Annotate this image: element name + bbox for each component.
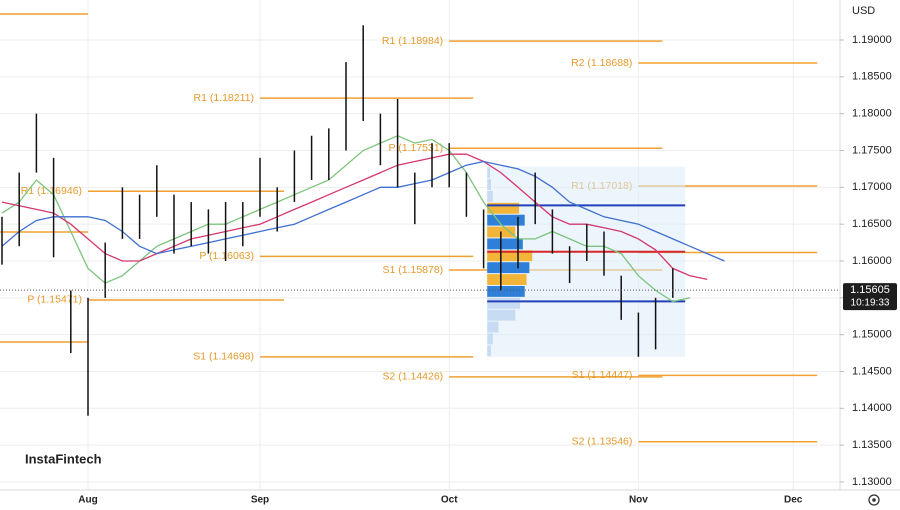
y-tick-label: 1.14500 — [852, 365, 892, 377]
pivot-label: S1 (1.14447) — [572, 369, 633, 381]
volume-bar — [487, 250, 533, 262]
y-tick-label: 1.18500 — [852, 71, 892, 83]
x-tick-label: Dec — [784, 495, 803, 506]
price-box — [843, 283, 897, 311]
volume-bar — [487, 297, 521, 309]
volume-bar — [487, 274, 527, 285]
pivot-label: R1 (1.18984) — [382, 35, 443, 47]
volume-bar — [487, 238, 523, 250]
x-tick-label: Nov — [629, 495, 648, 506]
profile-range — [487, 166, 686, 357]
volume-bar — [487, 262, 530, 274]
pivot-label: S1 (1.14698) — [193, 351, 254, 363]
y-tick-label: 1.17000 — [852, 181, 892, 193]
moving-average — [1, 135, 691, 303]
pivot-label: P (1.17531) — [389, 142, 444, 154]
volume-bar — [487, 333, 493, 345]
volume-bar — [487, 167, 491, 179]
pivot-label: P (1.15471) — [27, 294, 82, 306]
y-tick-label: 1.17500 — [852, 144, 892, 156]
y-tick-label: 1.19000 — [852, 34, 892, 46]
moving-average — [1, 153, 708, 281]
watermark: InstaFintech — [25, 451, 102, 466]
settings-icon[interactable] — [868, 494, 880, 506]
volume-bar — [487, 190, 493, 202]
settings-icon-dot — [872, 498, 876, 502]
y-tick-label: 1.16500 — [852, 218, 892, 230]
y-tick-label: 1.13500 — [852, 439, 892, 451]
y-tick-label: 1.13000 — [852, 476, 892, 488]
pivot-label: R1 (1.16946) — [21, 185, 82, 197]
volume-bar — [487, 202, 520, 214]
x-tick-label: Oct — [441, 495, 458, 506]
pivot-label: S2 (1.14426) — [382, 371, 443, 383]
pivot-label: P (1.16063) — [199, 250, 254, 262]
volume-bar — [487, 214, 525, 226]
y-tick-label: 1.15000 — [852, 329, 892, 341]
volume-bar — [487, 179, 491, 190]
countdown: 10:19:33 — [851, 298, 890, 309]
pivot-label: R1 (1.18211) — [193, 92, 254, 104]
y-tick-label: 1.18000 — [852, 108, 892, 120]
currency[interactable]: USD — [852, 5, 875, 17]
pivot-label: S1 (1.15878) — [382, 264, 443, 276]
volume-bar — [487, 345, 491, 357]
x-tick-label: Sep — [251, 495, 269, 506]
volume-bar — [487, 321, 499, 333]
x-tick-label: Aug — [78, 495, 97, 506]
y-tick-label: 1.14000 — [852, 402, 892, 414]
last-price-label: 1.15605 — [850, 284, 890, 296]
pivot-label: S2 (1.13546) — [572, 436, 633, 448]
y-tick-label: 1.16000 — [852, 255, 892, 267]
volume-bar — [487, 309, 516, 321]
pivot-label: R2 (1.18688) — [571, 57, 632, 69]
volume-bar — [487, 285, 525, 297]
